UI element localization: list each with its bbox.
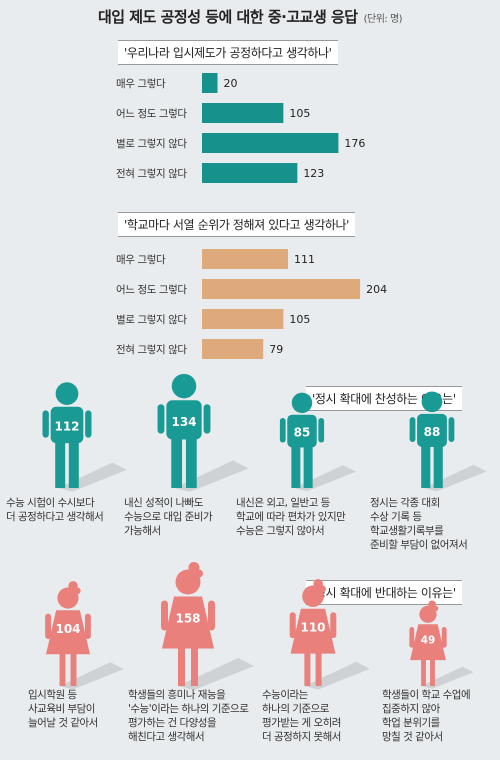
female-figure-icon [45, 581, 124, 690]
bar [202, 279, 361, 299]
figure-caption: 학생들이 학교 수업에 집중하지 않아 학업 분위기를 망칠 것 같아서 [382, 689, 471, 743]
female-figure-icon [409, 600, 474, 689]
figure-value-label: 110 [300, 621, 325, 635]
bar-value-label: 123 [303, 167, 324, 180]
figure-caption: 내신 성적이 나빠도 수능으로 대입 준비가 가능해서 [124, 497, 213, 537]
figure-caption: 입시학원 등 사교육비 부담이 늘어날 것 같아서 [28, 689, 98, 729]
male-figure-icon [157, 373, 249, 492]
figure-value-label: 85 [294, 426, 311, 440]
chart3-title: '정시 확대에 찬성하는 이유는' [306, 386, 462, 411]
unit-label: (단위: 명) [363, 14, 403, 25]
bar-category-label: 어느 정도 그렇다 [116, 107, 187, 120]
bar [202, 163, 298, 183]
bar [202, 309, 284, 329]
bar-value-label: 176 [344, 137, 365, 150]
male-figure-icon [42, 382, 127, 492]
bar-category-label: 별로 그렇지 않다 [116, 137, 187, 150]
chart4-title: '정시 확대에 반대하는 이유는' [306, 580, 462, 605]
figure-shadow [59, 662, 124, 690]
figure-shadow [174, 460, 249, 492]
page-title-text: 대입 제도 공정성 등에 대한 중·고교생 응답 [97, 8, 358, 26]
figure-shadow [423, 464, 487, 492]
bar [202, 103, 284, 123]
bar-value-label: 105 [289, 313, 310, 326]
figure-caption: 수능 시험이 수시보다 더 공정하다고 생각해서 [6, 497, 104, 523]
bar-category-label: 매우 그렇다 [116, 253, 166, 266]
figure-caption: 내신은 외고, 일반고 등 학교에 따라 편차가 있지만 수능은 그렇지 않아서 [236, 497, 346, 537]
figure-shadow [293, 465, 357, 492]
figure-value-label: 112 [54, 420, 79, 434]
figure-value-label: 88 [424, 425, 441, 439]
page-title: 대입 제도 공정성 등에 대한 중·고교생 응답 (단위: 명) [0, 6, 500, 27]
bar [202, 339, 264, 359]
chart2-title: '학교마다 서열 순위가 정해져 있다고 생각하나' [118, 212, 356, 237]
figure-value-label: 134 [171, 415, 196, 429]
bar-category-label: 전혀 그렇지 않다 [116, 343, 187, 356]
bar [202, 133, 339, 153]
bar-category-label: 매우 그렇다 [116, 77, 166, 90]
bar [202, 249, 289, 269]
bar-value-label: 111 [294, 253, 315, 266]
figure-shadow [304, 661, 370, 690]
female-figure-icon [161, 562, 254, 690]
bar-category-label: 전혀 그렇지 않다 [116, 167, 187, 180]
bar-category-label: 별로 그렇지 않다 [116, 313, 187, 326]
figure-value-label: 49 [421, 634, 436, 646]
figure-value-label: 104 [55, 622, 80, 636]
bar-value-label: 20 [224, 77, 238, 90]
figure-shadow [421, 666, 474, 689]
bar-category-label: 어느 정도 그렇다 [116, 283, 187, 296]
figure-caption: 수능이라는 하나의 기준으로 평가받는 게 오히려 더 공정하지 못해서 [262, 689, 341, 743]
figure-shadow [57, 462, 127, 492]
bar-value-label: 105 [289, 107, 310, 120]
figure-value-label: 158 [175, 612, 200, 626]
bar-value-label: 79 [269, 343, 283, 356]
bar-value-label: 204 [366, 283, 387, 296]
bar [202, 73, 218, 93]
figure-caption: 학생들의 흥미나 재능을 '수능'이라는 하나의 기준으로 평가하는 건 다양성… [128, 689, 249, 743]
figure-shadow [178, 658, 254, 690]
chart1-title: '우리나라 입시제도가 공정하다고 생각하나' [118, 40, 338, 65]
figure-caption: 정시는 각종 대회 수상 기록 등 학교생활기록부를 준비할 부담이 없어져서 [370, 497, 468, 551]
